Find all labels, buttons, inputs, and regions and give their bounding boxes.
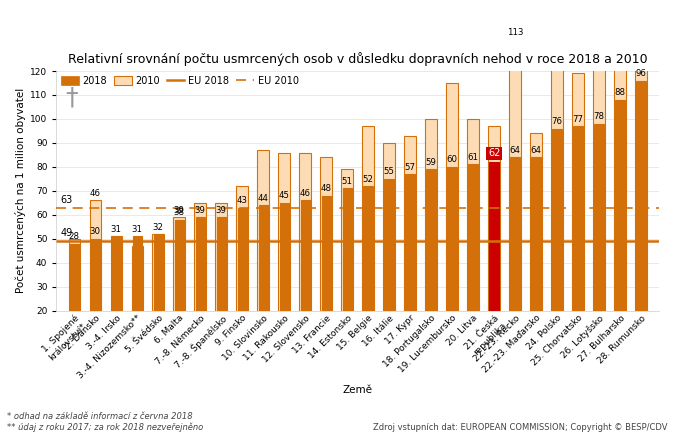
Text: Zdroj vstupních dat: EUROPEAN COMMISSION; Copyright © BESP/CDV: Zdroj vstupních dat: EUROPEAN COMMISSION…: [373, 422, 667, 432]
Text: 48: 48: [321, 184, 332, 193]
Bar: [489, 162, 499, 311]
Bar: [489, 126, 500, 311]
Bar: [636, 30, 647, 311]
Bar: [404, 136, 416, 311]
Bar: [593, 64, 605, 311]
Bar: [425, 119, 437, 311]
Bar: [195, 217, 205, 311]
Text: 43: 43: [237, 196, 248, 205]
Y-axis label: Počet usmrcených na 1 milion obyvatel: Počet usmrcených na 1 milion obyvatel: [15, 88, 26, 293]
Text: 31: 31: [111, 225, 122, 234]
Text: 44: 44: [257, 194, 269, 203]
Bar: [216, 203, 227, 311]
Text: 45: 45: [279, 191, 290, 201]
Text: 64: 64: [510, 146, 521, 155]
Bar: [195, 203, 206, 311]
Text: 64: 64: [530, 146, 542, 155]
Bar: [532, 157, 541, 311]
Text: 28: 28: [69, 232, 80, 241]
Text: 39: 39: [216, 206, 226, 215]
Bar: [530, 133, 542, 311]
Bar: [406, 174, 415, 311]
Bar: [342, 169, 353, 311]
Bar: [299, 153, 311, 311]
Text: 52: 52: [363, 175, 373, 184]
Bar: [553, 129, 562, 311]
Text: 55: 55: [384, 167, 395, 177]
Bar: [636, 81, 646, 311]
Text: 31: 31: [132, 225, 143, 234]
Bar: [615, 59, 626, 311]
Bar: [321, 196, 331, 311]
Title: Relativní srovnání počtu usmrcených osob v důsledku dopravních nehod v roce 2018: Relativní srovnání počtu usmrcených osob…: [68, 52, 648, 66]
X-axis label: Země: Země: [342, 385, 373, 395]
Bar: [594, 124, 604, 311]
Text: 96: 96: [636, 69, 646, 78]
Text: 61: 61: [468, 153, 479, 162]
Bar: [152, 234, 164, 311]
Bar: [131, 246, 143, 311]
Bar: [363, 126, 374, 311]
Bar: [468, 164, 478, 311]
Bar: [112, 236, 121, 311]
Text: 46: 46: [90, 189, 101, 198]
Bar: [257, 150, 269, 311]
Bar: [384, 179, 394, 311]
Text: 30: 30: [90, 228, 101, 236]
Text: 88: 88: [615, 89, 625, 97]
Legend: 2018, 2010, EU 2018, EU 2010: 2018, 2010, EU 2018, EU 2010: [61, 76, 299, 86]
Text: †: †: [65, 85, 78, 109]
Bar: [510, 157, 520, 311]
Bar: [111, 236, 122, 311]
Text: 77: 77: [573, 115, 584, 124]
Bar: [572, 73, 584, 311]
Bar: [154, 234, 163, 311]
Text: 39: 39: [195, 206, 206, 215]
Text: 51: 51: [342, 177, 353, 186]
Bar: [237, 208, 247, 311]
Text: 76: 76: [552, 117, 563, 126]
Text: 78: 78: [594, 112, 605, 121]
Bar: [446, 83, 458, 311]
Text: 32: 32: [153, 223, 164, 232]
Bar: [175, 220, 184, 311]
Text: 49: 49: [61, 228, 73, 238]
Bar: [384, 143, 395, 311]
Bar: [90, 239, 100, 311]
Text: 113: 113: [507, 28, 524, 37]
Bar: [551, 66, 563, 311]
Bar: [320, 157, 332, 311]
Bar: [69, 239, 80, 311]
Bar: [259, 205, 268, 311]
Bar: [280, 203, 289, 311]
Text: * odhad na základě informací z června 2018
** údaj z roku 2017; za rok 2018 nezv: * odhad na základě informací z června 20…: [7, 412, 203, 432]
Bar: [278, 153, 290, 311]
Text: 46: 46: [300, 189, 311, 198]
Bar: [237, 186, 248, 311]
Bar: [363, 186, 373, 311]
Bar: [173, 217, 185, 311]
Bar: [615, 100, 625, 311]
Text: 62: 62: [488, 149, 500, 159]
Bar: [90, 201, 101, 311]
Text: 38: 38: [174, 208, 185, 217]
Bar: [342, 188, 352, 311]
Text: 57: 57: [404, 163, 416, 172]
Bar: [69, 244, 79, 311]
Bar: [216, 217, 226, 311]
Bar: [301, 201, 310, 311]
Bar: [133, 236, 142, 311]
Text: 60: 60: [447, 156, 458, 164]
Text: 59: 59: [426, 158, 437, 167]
Bar: [448, 167, 457, 311]
Text: 39: 39: [174, 206, 185, 215]
Bar: [468, 119, 479, 311]
Bar: [574, 126, 583, 311]
Bar: [510, 40, 521, 311]
Bar: [427, 169, 436, 311]
Text: 63: 63: [61, 195, 73, 205]
